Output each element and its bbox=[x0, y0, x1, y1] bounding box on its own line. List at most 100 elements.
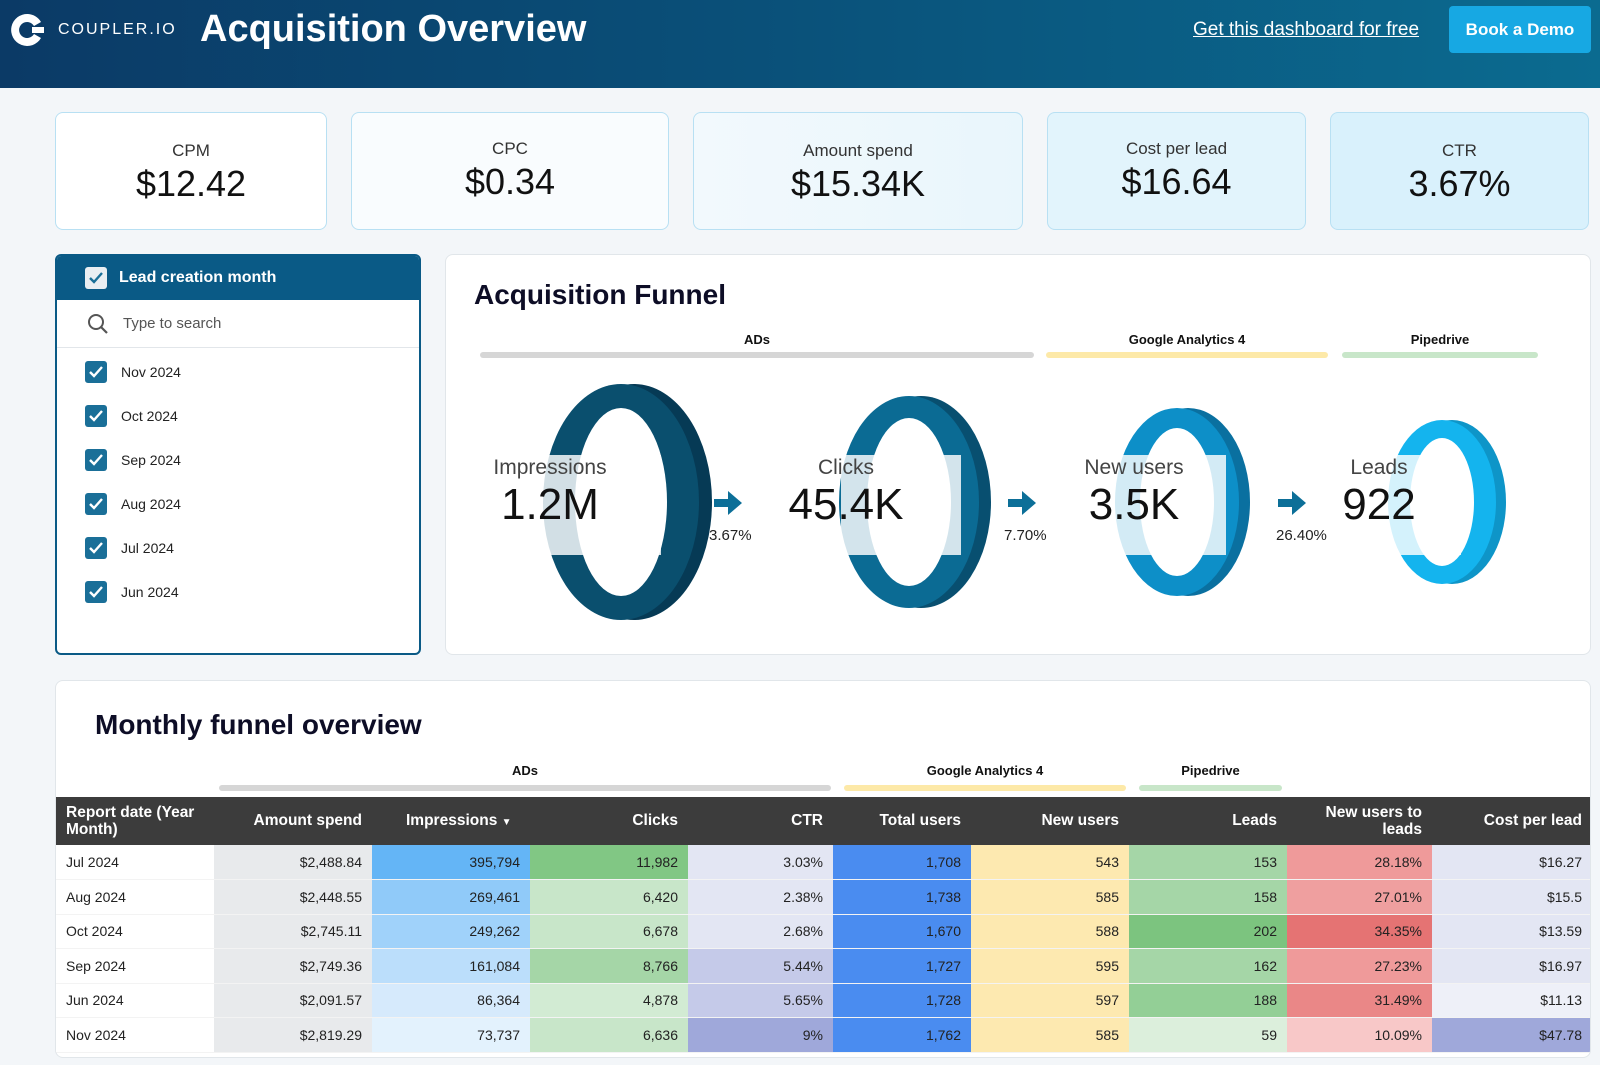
table-header-row: Report date (Year Month) Amount spend Im… bbox=[56, 797, 1590, 845]
item-checkbox[interactable] bbox=[85, 537, 107, 559]
conversion-rate: 26.40% bbox=[1276, 527, 1327, 544]
arrow-right-icon bbox=[714, 491, 742, 515]
filter-header[interactable]: Lead creation month bbox=[57, 256, 419, 300]
column-header[interactable]: Amount spend bbox=[214, 797, 372, 845]
item-checkbox[interactable] bbox=[85, 405, 107, 427]
book-demo-button[interactable]: Book a Demo bbox=[1449, 6, 1591, 53]
item-checkbox[interactable] bbox=[85, 361, 107, 383]
source-label-ads: ADs bbox=[511, 763, 538, 778]
table-cell: 6,420 bbox=[530, 879, 688, 915]
brand-logo[interactable]: COUPLER.IO bbox=[10, 12, 177, 48]
table-cell: 188 bbox=[1129, 983, 1287, 1018]
kpi-label: Amount spend bbox=[803, 141, 913, 160]
select-all-checkbox[interactable] bbox=[85, 267, 107, 289]
stage-new-users: New users 3.5K bbox=[1064, 456, 1204, 530]
brand-name: COUPLER.IO bbox=[58, 21, 177, 38]
table-cell: $2,448.55 bbox=[214, 879, 372, 915]
table-cell: Oct 2024 bbox=[56, 914, 214, 949]
kpi-card-cpm: CPM $12.42 bbox=[55, 112, 327, 230]
source-bar-ga4 bbox=[844, 785, 1126, 791]
table-cell: 2.38% bbox=[688, 879, 833, 915]
source-label-pipedrive: Pipedrive bbox=[1181, 763, 1240, 778]
get-dashboard-link[interactable]: Get this dashboard for free bbox=[1193, 19, 1420, 40]
column-header[interactable]: Report date (Year Month) bbox=[56, 797, 214, 845]
table-cell: 158 bbox=[1129, 879, 1287, 915]
filter-item[interactable]: Sep 2024 bbox=[57, 438, 419, 482]
coupler-logo-icon bbox=[11, 13, 44, 46]
table-cell: $15.5 bbox=[1432, 879, 1590, 915]
kpi-label: CTR bbox=[1442, 141, 1477, 160]
table-cell: $2,488.84 bbox=[214, 845, 372, 880]
table-cell: $16.27 bbox=[1432, 845, 1590, 880]
table-cell: Jun 2024 bbox=[56, 983, 214, 1018]
source-label-pipedrive: Pipedrive bbox=[1410, 332, 1470, 347]
column-header-sorted[interactable]: Impressions ▼ bbox=[372, 797, 530, 845]
column-header[interactable]: Total users bbox=[833, 797, 971, 845]
check-icon bbox=[89, 272, 103, 284]
stage-name: Clicks bbox=[818, 456, 874, 479]
source-label-ga4: Google Analytics 4 bbox=[1128, 332, 1246, 347]
table-row[interactable]: Nov 2024 $2,819.29 73,737 6,636 9% 1,762 585 59… bbox=[56, 1017, 1590, 1053]
filter-item[interactable]: Jul 2024 bbox=[57, 526, 419, 570]
table-row[interactable]: Sep 2024 $2,749.36 161,084 8,766 5.44% 1,727 5… bbox=[56, 948, 1590, 984]
table-cell: 1,762 bbox=[833, 1017, 971, 1053]
column-header[interactable]: CTR bbox=[688, 797, 833, 845]
item-checkbox[interactable] bbox=[85, 581, 107, 603]
item-checkbox[interactable] bbox=[85, 493, 107, 515]
table-row[interactable]: Aug 2024 $2,448.55 269,461 6,420 2.38% 1,738 5… bbox=[56, 879, 1590, 915]
page-title: Acquisition Overview bbox=[200, 8, 587, 50]
column-header[interactable]: New users to leads bbox=[1287, 797, 1432, 845]
source-bar-ads bbox=[219, 785, 831, 791]
table-cell: 597 bbox=[971, 983, 1129, 1018]
source-bar-pipedrive bbox=[1342, 352, 1538, 358]
table-cell: 202 bbox=[1129, 914, 1287, 949]
kpi-label: CPC bbox=[492, 139, 528, 158]
filter-item-label: Sep 2024 bbox=[121, 452, 181, 468]
column-header[interactable]: Leads bbox=[1129, 797, 1287, 845]
kpi-value: 3.67% bbox=[1408, 163, 1511, 204]
kpi-value: $15.34K bbox=[790, 163, 926, 204]
table-cell: $2,745.11 bbox=[214, 914, 372, 949]
search-icon bbox=[88, 313, 108, 334]
table-cell: 59 bbox=[1129, 1017, 1287, 1053]
column-header[interactable]: Cost per lead bbox=[1432, 797, 1590, 845]
table-cell: 28.18% bbox=[1287, 845, 1432, 880]
table-cell: 1,738 bbox=[833, 879, 971, 915]
source-label-ga4: Google Analytics 4 bbox=[926, 763, 1044, 778]
table-cell: $2,091.57 bbox=[214, 983, 372, 1018]
filter-item-label: Jun 2024 bbox=[121, 584, 179, 600]
filter-item[interactable]: Oct 2024 bbox=[57, 394, 419, 438]
table-cell: 34.35% bbox=[1287, 914, 1432, 949]
stage-impressions: Impressions 1.2M bbox=[480, 456, 620, 530]
table-cell: 27.23% bbox=[1287, 948, 1432, 984]
item-checkbox[interactable] bbox=[85, 449, 107, 471]
check-icon bbox=[89, 410, 103, 422]
column-header[interactable]: New users bbox=[971, 797, 1129, 845]
table-row[interactable]: Jun 2024 $2,091.57 86,364 4,878 5.65% 1,728 59… bbox=[56, 983, 1590, 1018]
stage-leads: Leads 922 bbox=[1324, 456, 1434, 530]
source-bar-pipedrive bbox=[1139, 785, 1282, 791]
table-cell: 1,727 bbox=[833, 948, 971, 984]
filter-item[interactable]: Aug 2024 bbox=[57, 482, 419, 526]
table-cell: Jul 2024 bbox=[56, 845, 214, 880]
filter-search-input[interactable]: Type to search bbox=[57, 300, 419, 348]
table-body: Jul 2024 $2,488.84 395,794 11,982 3.03% 1,708… bbox=[56, 845, 1590, 1053]
table-row[interactable]: Oct 2024 $2,745.11 249,262 6,678 2.68% 1,670 5… bbox=[56, 914, 1590, 949]
column-header[interactable]: Clicks bbox=[530, 797, 688, 845]
source-bar-ga4 bbox=[1046, 352, 1328, 358]
table-cell: 1,708 bbox=[833, 845, 971, 880]
kpi-label: Cost per lead bbox=[1125, 139, 1228, 158]
filter-item[interactable]: Jun 2024 bbox=[57, 570, 419, 614]
table-cell: 269,461 bbox=[372, 879, 530, 915]
kpi-card-ctr: CTR 3.67% bbox=[1330, 112, 1589, 230]
monthly-funnel-panel: Monthly funnel overview ADs Google Analy… bbox=[55, 680, 1591, 1058]
stage-value: 1.2M bbox=[501, 480, 599, 529]
filter-item[interactable]: Nov 2024 bbox=[57, 350, 419, 394]
table-row[interactable]: Jul 2024 $2,488.84 395,794 11,982 3.03% 1,708… bbox=[56, 845, 1590, 880]
check-icon bbox=[89, 498, 103, 510]
source-label-ads: ADs bbox=[743, 332, 770, 347]
table-cell: 31.49% bbox=[1287, 983, 1432, 1018]
kpi-card-amount-spend: Amount spend $15.34K bbox=[693, 112, 1023, 230]
check-icon bbox=[89, 586, 103, 598]
check-icon bbox=[89, 542, 103, 554]
